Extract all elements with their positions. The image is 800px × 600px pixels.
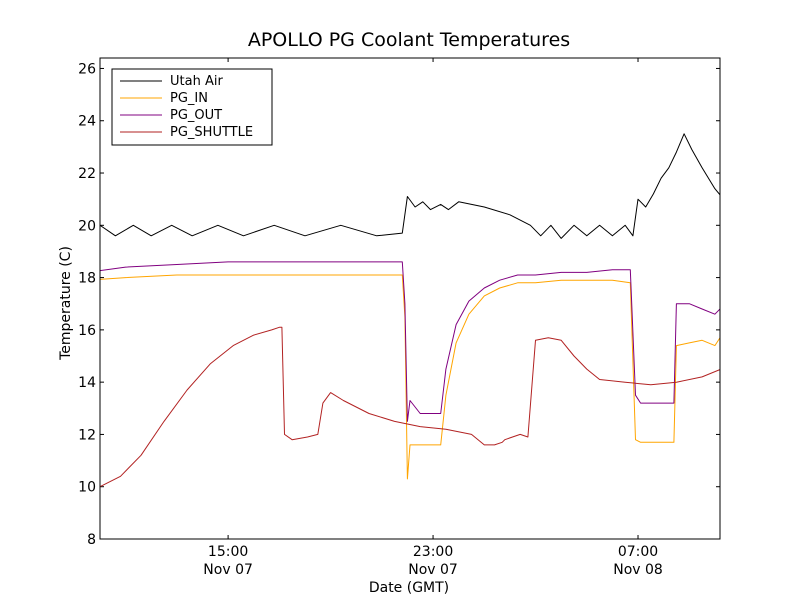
y-tick-label: 14 <box>78 375 96 391</box>
series-line-pg-in <box>100 274 720 480</box>
plot-area-frame <box>99 57 721 540</box>
series-line-utah-air <box>100 133 720 239</box>
y-tick-label: 18 <box>78 271 96 287</box>
x-tick-label-time: 07:00 <box>618 544 658 560</box>
x-tick-label-date: Nov 07 <box>203 562 253 578</box>
series-lines <box>100 133 720 488</box>
y-tick-label: 22 <box>78 166 96 182</box>
y-tick-label: 24 <box>78 114 96 130</box>
y-tick-label: 12 <box>78 427 96 443</box>
y-tick-label: 16 <box>78 323 96 339</box>
chart-title: APOLLO PG Coolant Temperatures <box>248 29 570 51</box>
y-axis-label: Temperature (C) <box>58 246 74 361</box>
y-tick-label: 8 <box>87 532 96 548</box>
x-tick-label-time: 23:00 <box>413 544 453 560</box>
legend-label: PG_IN <box>170 91 208 106</box>
legend-label: PG_OUT <box>170 108 222 123</box>
axis-ticks: 8 10 12 14 16 18 20 22 24 26 15:00 Nov 07 23:00 Nov 0… <box>78 58 720 578</box>
x-tick-label-date: Nov 07 <box>408 562 458 578</box>
series-line-pg-shuttle <box>100 326 720 488</box>
series-line-pg-out <box>100 261 720 422</box>
y-tick-label: 20 <box>78 218 96 234</box>
legend-label: PG_SHUTTLE <box>170 125 253 140</box>
x-axis-label: Date (GMT) <box>369 580 449 596</box>
x-tick-label-time: 15:00 <box>208 544 248 560</box>
y-tick-label: 10 <box>78 480 96 496</box>
x-tick-label-date: Nov 08 <box>613 562 663 578</box>
y-tick-label: 26 <box>78 61 96 77</box>
legend: Utah Air PG_IN PG_OUT PG_SHUTTLE <box>111 68 273 146</box>
legend-label: Utah Air <box>170 74 223 89</box>
